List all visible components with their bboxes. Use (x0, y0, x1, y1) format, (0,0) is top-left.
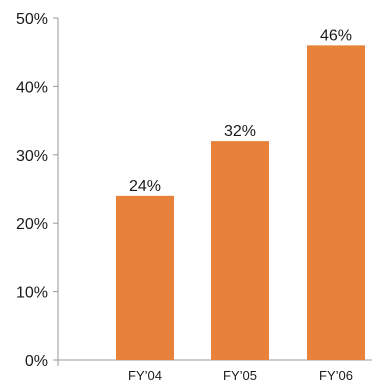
y-tick-label: 10% (16, 285, 48, 302)
x-axis: FY’04 FY’05 FY’06 (58, 359, 372, 383)
x-tick-label: FY’05 (223, 368, 257, 383)
bar (211, 141, 269, 360)
x-tick-label: FY’06 (319, 368, 353, 383)
bars (116, 45, 365, 361)
x-tick-label: FY’04 (128, 368, 162, 383)
y-tick-label: 20% (16, 216, 48, 233)
data-labels: 24% 32% 46% (129, 27, 352, 194)
bar (116, 195, 174, 360)
data-label: 24% (129, 178, 161, 195)
data-label: 32% (224, 123, 256, 140)
data-label: 46% (320, 27, 352, 44)
y-tick-label: 0% (25, 353, 48, 370)
y-tick-label: 50% (16, 11, 48, 28)
bar (307, 45, 365, 361)
y-tick-label: 40% (16, 79, 48, 96)
y-axis: 0% 10% 20% 30% 40% 50% (16, 11, 59, 370)
y-tick-label: 30% (16, 148, 48, 165)
